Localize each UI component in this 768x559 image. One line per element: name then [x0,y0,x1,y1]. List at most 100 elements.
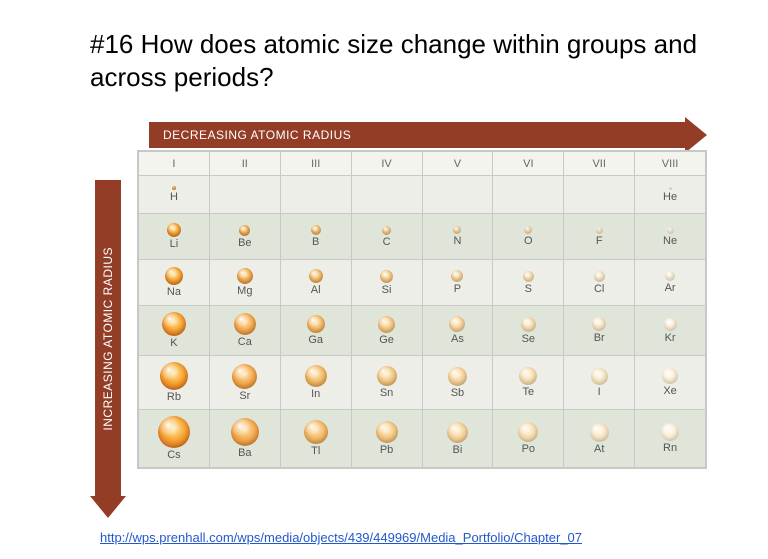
atom-sphere-icon [167,223,181,237]
element-symbol: Be [238,238,251,249]
element-cell: Ge [351,306,422,356]
element-cell [280,176,351,214]
element-symbol: Po [522,444,535,455]
element-symbol: Ga [308,335,323,346]
element-symbol: Te [523,387,535,398]
element-symbol: Xe [663,386,676,397]
atomic-radius-diagram: DECREASING ATOMIC RADIUS INCREASING ATOM… [95,122,707,518]
element-symbol: Pb [380,445,393,456]
element-symbol: Bi [453,445,463,456]
atom-sphere-icon [307,315,325,333]
page-title: #16 How does atomic size change within g… [90,28,708,93]
element-cell: At [564,410,635,468]
element-symbol: Se [522,334,535,345]
element-symbol: H [170,192,178,203]
element-cell: Rn [635,410,706,468]
atom-sphere-icon [521,317,536,332]
atom-sphere-icon [305,365,327,387]
atom-sphere-icon [524,226,532,234]
element-symbol: C [383,237,391,248]
atom-sphere-icon [453,226,461,234]
element-symbol: Ne [663,236,677,247]
element-cell: Sr [209,356,280,410]
atom-sphere-icon [376,421,398,443]
element-symbol: Cs [167,450,180,461]
source-link[interactable]: http://wps.prenhall.com/wps/media/object… [100,530,582,545]
element-cell: Br [564,306,635,356]
element-cell: C [351,214,422,260]
atom-sphere-icon [311,225,321,235]
atom-sphere-icon [669,187,672,190]
element-symbol: N [453,236,461,247]
element-symbol: Ba [238,448,251,459]
element-symbol: At [594,444,604,455]
element-cell: Rb [139,356,210,410]
element-cell: In [280,356,351,410]
element-cell: Pb [351,410,422,468]
atom-sphere-icon [662,368,678,384]
atom-sphere-icon [519,367,537,385]
element-cell: Ca [209,306,280,356]
column-header: VII [564,152,635,176]
column-header: V [422,152,493,176]
atom-sphere-icon [665,271,675,281]
atom-sphere-icon [382,226,391,235]
column-header: III [280,152,351,176]
element-cell [493,176,564,214]
element-cell: Si [351,260,422,306]
atom-sphere-icon [523,271,534,282]
horizontal-arrow-label: DECREASING ATOMIC RADIUS [149,122,686,148]
atom-sphere-icon [380,270,393,283]
element-symbol: Ca [238,337,252,348]
column-header: I [139,152,210,176]
element-cell: Cl [564,260,635,306]
element-cell: Tl [280,410,351,468]
element-cell: H [139,176,210,214]
element-symbol: Sr [239,391,250,402]
element-cell: As [422,306,493,356]
atom-sphere-icon [172,186,176,190]
element-symbol: I [598,387,601,398]
element-symbol: Na [167,287,181,298]
element-symbol: In [311,389,320,400]
element-symbol: F [596,236,603,247]
vertical-arrow: INCREASING ATOMIC RADIUS [95,180,121,518]
element-cell: Sb [422,356,493,410]
atom-sphere-icon [234,313,256,335]
element-cell [422,176,493,214]
atom-sphere-icon [667,227,674,234]
atom-sphere-icon [592,317,606,331]
element-cell: B [280,214,351,260]
element-symbol: Rn [663,443,677,454]
atom-sphere-icon [661,423,679,441]
atom-sphere-icon [448,367,467,386]
atom-sphere-icon [591,368,608,385]
atom-sphere-icon [162,312,186,336]
atom-sphere-icon [165,267,183,285]
element-cell: I [564,356,635,410]
atom-sphere-icon [237,268,253,284]
column-header: IV [351,152,422,176]
element-cell: Te [493,356,564,410]
element-symbol: Tl [311,446,320,457]
element-cell: Al [280,260,351,306]
element-symbol: Cl [594,284,604,295]
element-cell: Bi [422,410,493,468]
atom-sphere-icon [596,227,603,234]
atom-sphere-icon [449,316,465,332]
atom-sphere-icon [232,364,257,389]
element-cell [351,176,422,214]
element-symbol: S [525,284,532,295]
element-cell: K [139,306,210,356]
atom-sphere-icon [590,423,609,442]
element-cell: Ba [209,410,280,468]
column-header: II [209,152,280,176]
periodic-table: IIIIIIIVVVIVIIVIII HHeLiBeBCNOFNeNaMgAlS… [137,150,707,469]
element-symbol: P [454,284,461,295]
atom-sphere-icon [239,225,250,236]
atom-sphere-icon [231,418,259,446]
element-symbol: Kr [665,333,676,344]
element-symbol: Rb [167,392,181,403]
element-symbol: He [663,192,677,203]
element-cell: O [493,214,564,260]
